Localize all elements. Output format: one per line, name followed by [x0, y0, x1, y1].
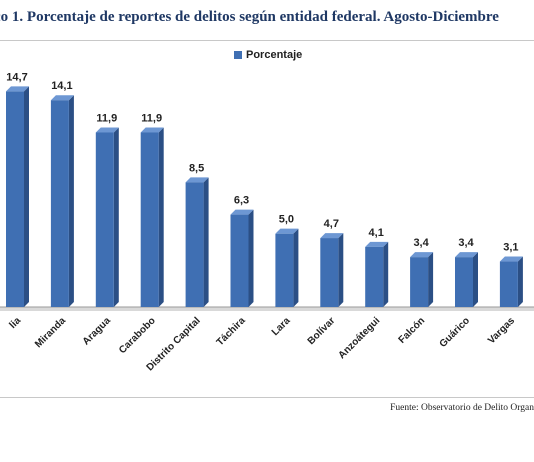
bar: [230, 214, 249, 307]
bar-side: [113, 127, 119, 308]
data-label: 3,1: [503, 242, 518, 254]
bar: [185, 182, 204, 307]
data-label: 4,7: [324, 218, 339, 230]
bar-side: [428, 252, 434, 307]
category-label: Carabobo: [117, 315, 158, 356]
chart-title: co 1. Porcentaje de reportes de delitos …: [0, 9, 499, 25]
data-label: 14,7: [6, 71, 27, 83]
bar: [50, 100, 69, 307]
category-label: Guárico: [438, 315, 473, 350]
bar-top: [499, 256, 523, 262]
bar-side: [203, 177, 209, 307]
data-label: 11,9: [96, 112, 117, 124]
data-label: 8,5: [189, 162, 204, 174]
bar: [455, 257, 473, 307]
bar-top: [230, 209, 254, 215]
category-label: Bolívar: [306, 315, 338, 347]
data-label: 5,0: [279, 214, 294, 226]
bar: [410, 257, 429, 307]
source-note: Fuente: Observatorio de Delito Organ: [390, 403, 534, 413]
bar-side: [517, 256, 523, 307]
data-label: 11,9: [141, 112, 162, 124]
bar: [499, 261, 518, 307]
category-label: Táchira: [215, 315, 248, 348]
bar: [365, 246, 384, 307]
legend: Porcentaje: [234, 49, 302, 61]
bar-side: [24, 86, 29, 307]
bar: [95, 132, 114, 307]
bar-top: [320, 233, 344, 239]
bar: [320, 238, 339, 307]
bar-top: [185, 177, 209, 183]
bar: [140, 132, 159, 307]
bar: [275, 233, 294, 307]
data-label: 6,3: [234, 195, 249, 207]
category-label: Falcón: [397, 315, 428, 346]
bar-side: [293, 228, 299, 307]
data-label: 4,1: [369, 227, 384, 239]
bar-side: [338, 233, 344, 307]
category-label: Lara: [270, 315, 293, 338]
bar-side: [68, 95, 74, 307]
category-label: Miranda: [33, 315, 68, 350]
bar-top: [50, 95, 74, 101]
bar-chart: 14,7 lia 14,1 Miranda 11,9 Aragua 11,9 Carabobo…: [0, 71, 534, 373]
data-label: 3,4: [413, 237, 429, 249]
legend-label: Porcentaje: [246, 49, 303, 61]
bar-side: [383, 241, 389, 307]
category-label: lia: [7, 315, 23, 331]
bar-side: [473, 252, 478, 307]
bar-side: [158, 127, 164, 308]
bar-top: [410, 252, 434, 258]
chart-area: [0, 40, 534, 398]
bar-top: [6, 86, 29, 92]
bar-side: [248, 209, 254, 307]
data-label: 3,4: [458, 237, 474, 249]
bar-top: [275, 228, 299, 234]
data-label: 14,1: [51, 80, 72, 92]
bar-top: [95, 127, 119, 133]
category-label: Anzoátegui: [336, 315, 382, 361]
bar-top: [455, 252, 478, 258]
legend-swatch: [234, 51, 242, 59]
bar-top: [140, 127, 164, 133]
category-label: Vargas: [486, 315, 517, 346]
chart-floor: [0, 307, 534, 311]
category-label: Aragua: [81, 315, 113, 347]
bar-top: [365, 241, 389, 247]
bar: [6, 91, 24, 307]
